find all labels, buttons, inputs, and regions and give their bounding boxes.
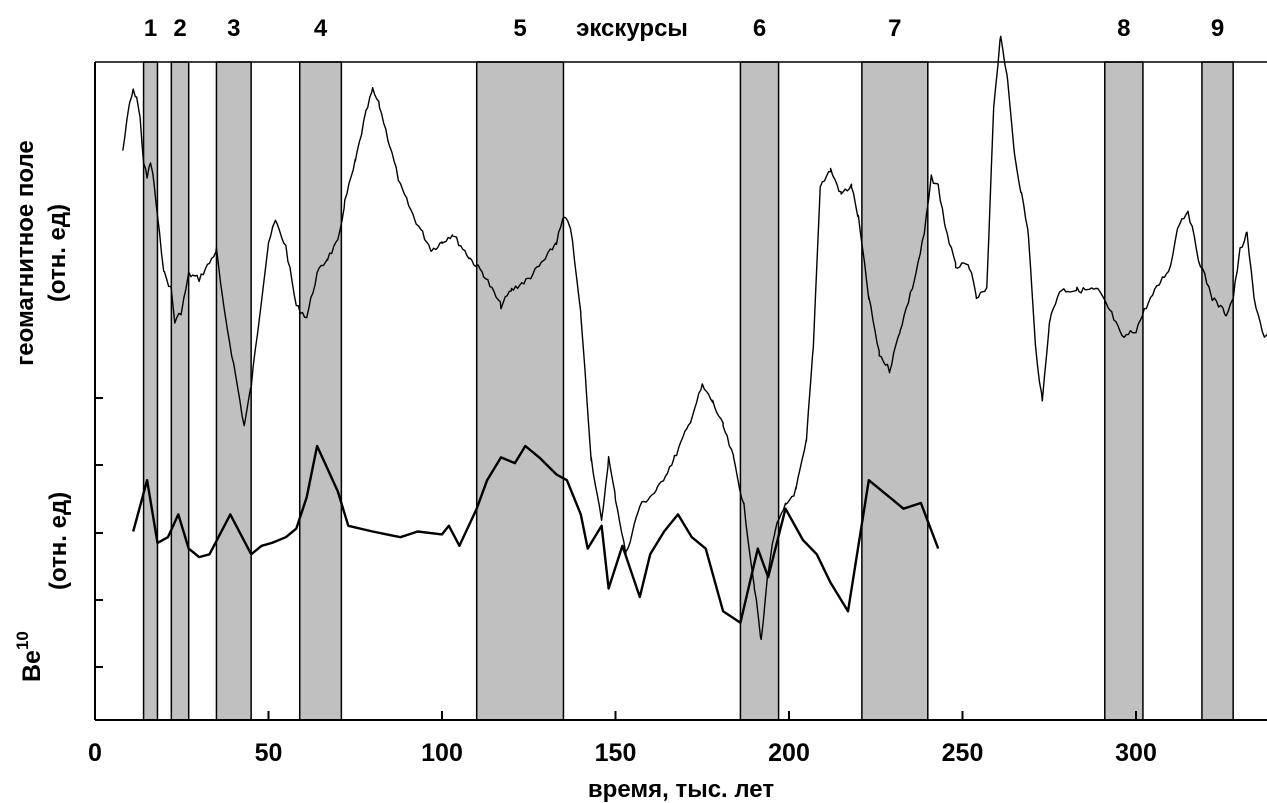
x-tick-label: 200 [768, 739, 810, 767]
excursion-band [215, 61, 252, 721]
excursion-label: 1 [144, 15, 157, 42]
excursion-band [739, 61, 780, 721]
excursion-bands [142, 61, 1234, 721]
excursion-label: 5 [513, 15, 526, 42]
geomagnetic-field-series [122, 35, 1267, 641]
x-tick-label: 300 [1115, 739, 1157, 767]
x-tick-label: 150 [595, 739, 637, 767]
excursion-band [861, 61, 929, 721]
x-tick-label: 0 [88, 739, 102, 767]
excursion-band [142, 61, 159, 721]
excursion-label: 9 [1211, 15, 1224, 42]
y-axis-title-geomagnetic: геомагнитное поле (отн. ед) [12, 140, 71, 365]
excursion-label: 3 [227, 15, 240, 42]
be10-series [132, 444, 940, 624]
y-axis-title-be10: Be10 (отн. ед) [13, 492, 72, 682]
y-axis-title-be10-text: Be10 [13, 631, 46, 682]
excursions-label: экскурсы [576, 15, 688, 42]
excursion-label: 2 [173, 15, 186, 42]
excursion-label: 4 [314, 15, 328, 42]
x-axis-ticks: 0 50 100 150 200 250 300 [88, 711, 1157, 767]
excursion-band [170, 61, 190, 721]
x-tick-label: 100 [421, 739, 463, 767]
excursion-band [475, 61, 565, 721]
series-line [132, 444, 940, 624]
series-line [122, 35, 1267, 641]
y-axis-title-geomagnetic-line2: (отн. ед) [44, 204, 71, 302]
excursion-band [298, 61, 343, 721]
be10-superscript: 10 [13, 631, 32, 650]
excursion-band [1104, 61, 1144, 721]
y-axis-title-geomagnetic-line1: геомагнитное поле [12, 140, 39, 365]
excursion-label: 7 [888, 15, 901, 42]
x-axis-title: время, тыс. лет [588, 776, 774, 803]
x-tick-label: 50 [255, 739, 283, 767]
x-tick-label: 250 [942, 739, 984, 767]
excursion-label: 6 [753, 15, 766, 42]
y-axis-title-be10-unit: (отн. ед) [45, 492, 72, 590]
plot-frame [94, 61, 1267, 721]
excursion-label: 8 [1117, 15, 1130, 42]
be10-symbol: Be [18, 650, 46, 682]
excursion-band [1201, 61, 1234, 721]
